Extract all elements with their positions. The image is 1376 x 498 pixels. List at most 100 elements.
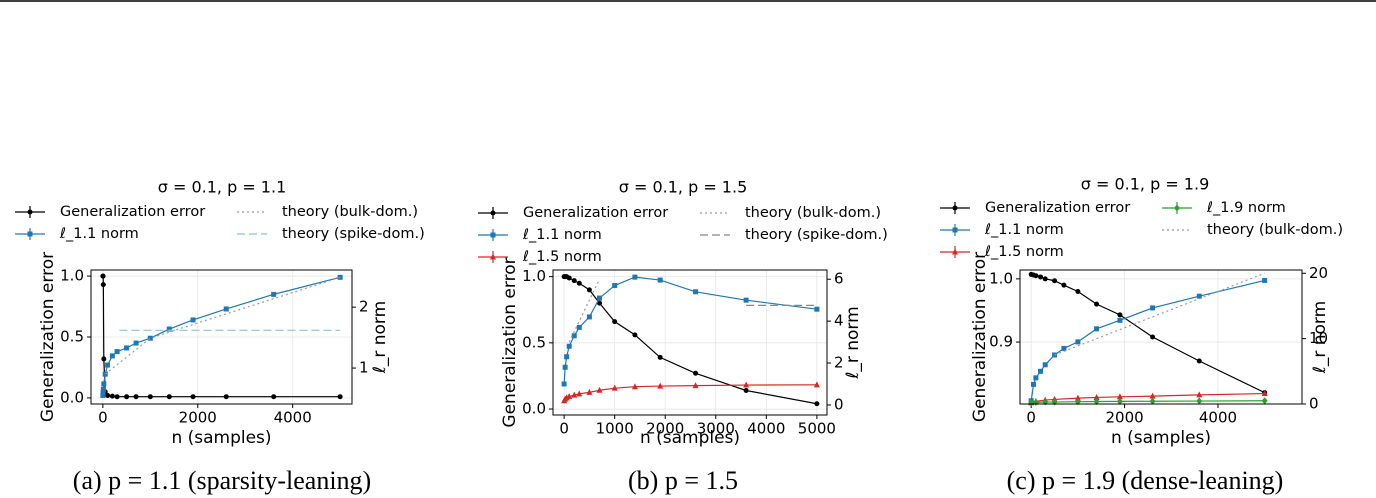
point [1075,339,1081,345]
point [1033,375,1039,381]
point [597,300,603,306]
series-line [563,384,817,402]
y2-tick-label: 10 [1309,329,1328,347]
point [692,382,699,389]
point [1094,326,1100,332]
chart-title: σ = 0.1, p = 1.1 [158,178,287,197]
legend-marker [952,205,958,211]
point [814,401,820,407]
series-line [563,276,817,385]
legend-marker [27,209,33,215]
point [105,362,111,368]
point [100,392,106,398]
series-line [1031,392,1265,404]
x-axis-label: n (samples) [640,428,740,448]
point [632,274,638,280]
caption: (a) p = 1.1 (sparsity-leaning) [73,466,371,495]
point [743,388,749,394]
point [100,273,106,279]
point [109,393,115,399]
legend-label: theory (spike-dom.) [282,226,425,242]
point [1117,317,1123,323]
point [1149,392,1156,399]
point [124,345,130,351]
point [1093,398,1100,406]
point [1196,293,1202,299]
legend-label: ℓ_1.1 norm [984,222,1064,238]
y-tick-label: 1.0 [60,267,84,285]
point [133,340,139,346]
x-axis-label: n (samples) [171,428,271,448]
legend-label: ℓ_1.5 norm [522,249,602,265]
y2-tick-label: 4 [834,312,844,330]
point [612,283,618,289]
point [271,394,277,400]
legend-label: Generalization error [523,205,668,221]
chart-title: σ = 0.1, p = 1.5 [619,178,748,197]
x-tick-label: 4000 [1199,409,1237,427]
y-tick-label: 0.9 [989,333,1013,351]
x-tick-label: 0 [559,420,569,438]
point [223,306,229,312]
point [1094,301,1100,307]
x-tick-label: 2000 [1105,409,1143,427]
point [1042,362,1048,368]
y2-tick-label: 6 [834,270,844,288]
x-axis-label: n (samples) [1111,428,1211,448]
point [586,287,592,293]
y2-axis-label: ℓ_r norm [370,301,390,374]
point [1074,394,1081,401]
point [1196,397,1203,405]
point [564,354,570,360]
y2-axis-label: ℓ_r norm [843,306,863,379]
point [114,349,120,355]
legend-marker [490,253,496,260]
y2-tick-label: 1 [359,359,369,377]
point [166,326,172,332]
y-tick-label: 0.0 [522,400,546,418]
legend-label: Generalization error [985,200,1130,216]
legend-marker [1174,204,1180,212]
y-tick-label: 0.5 [522,333,546,351]
point [100,386,106,392]
point [631,383,638,390]
point [133,394,139,400]
series-line [1031,273,1265,394]
point [1262,277,1268,283]
point [166,394,172,400]
point [105,392,111,398]
point [814,306,820,312]
plot-frame [90,269,353,405]
x-tick-label: 0 [1026,409,1036,427]
point [566,343,572,349]
point [693,370,699,376]
point [586,388,593,395]
point [100,282,106,288]
caption: (c) p = 1.9 (dense-leaning) [1007,466,1284,495]
point [576,324,582,330]
legend-label: theory (bulk-dom.) [282,204,418,220]
point [657,382,664,389]
legend-marker [952,248,958,255]
point [147,335,153,341]
point [1261,390,1268,397]
x-tick-label: 2000 [179,409,217,427]
legend-label: ℓ_1.5 norm [984,244,1064,260]
point [1038,274,1044,280]
point [571,278,577,284]
point [632,332,638,338]
caption: (b) p = 1.5 [628,466,738,495]
point [271,291,277,297]
x-tick-label: 1000 [596,420,634,438]
point [566,275,572,281]
point [147,394,153,400]
series-line [102,275,341,398]
point [1075,288,1081,294]
point [1261,397,1268,405]
x-tick-label: 2000 [646,420,684,438]
point [576,280,582,286]
x-tick-label: 4000 [274,409,312,427]
series-line [104,276,341,375]
point [576,390,583,397]
